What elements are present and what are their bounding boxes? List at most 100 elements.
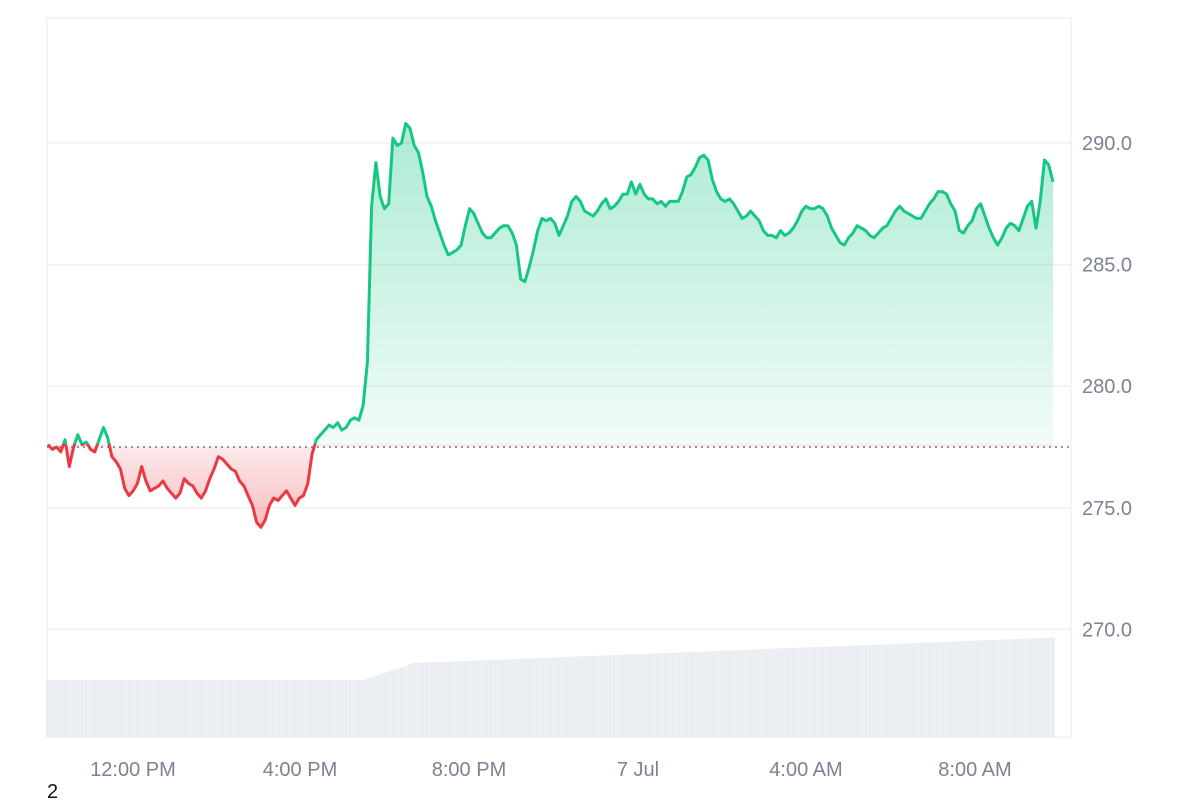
volume-bar — [616, 654, 621, 737]
volume-bar — [535, 658, 540, 737]
volume-bar — [1046, 637, 1051, 737]
volume-bar — [957, 641, 962, 737]
volume-bar — [586, 656, 591, 737]
volume-bar — [284, 680, 289, 737]
volume-bar — [186, 680, 191, 737]
volume-bar — [58, 680, 63, 737]
volume-bar — [735, 650, 740, 737]
volume-bar — [531, 658, 536, 737]
volume-bar — [769, 648, 774, 737]
volume-bar — [676, 652, 681, 737]
volume-bar — [667, 652, 672, 737]
volume-bar — [1008, 639, 1013, 737]
volume-bar — [318, 680, 323, 737]
volume-bar — [241, 680, 246, 737]
volume-bar — [156, 680, 161, 737]
volume-bar — [263, 680, 268, 737]
volume-bar — [846, 645, 851, 737]
volume-bar — [527, 658, 532, 737]
volume-bar — [152, 680, 157, 737]
volume-bar — [118, 680, 123, 737]
y-tick-label: 270.0 — [1082, 619, 1132, 641]
volume-bar — [948, 641, 953, 737]
volume-bar — [305, 680, 310, 737]
volume-bar — [539, 657, 544, 737]
volume-bar — [195, 680, 200, 737]
volume-bar — [706, 651, 711, 737]
volume-bar — [863, 645, 868, 737]
volume-bar — [233, 680, 238, 737]
volume-bar — [101, 680, 106, 737]
price-lines — [46, 122, 1055, 529]
volume-bar — [914, 643, 919, 737]
volume-bar — [378, 674, 383, 737]
volume-bar — [608, 655, 613, 737]
volume-bar — [893, 643, 898, 737]
volume-bar — [552, 657, 557, 737]
volume-bar — [288, 680, 293, 737]
volume-bar — [778, 648, 783, 737]
volume-bar — [693, 651, 698, 737]
volume-bar — [395, 668, 400, 737]
volume-bar — [254, 680, 259, 737]
volume-bar — [280, 680, 285, 737]
volume-bar — [629, 654, 634, 737]
volume-bar — [459, 661, 464, 737]
volume-bar — [301, 680, 306, 737]
volume-bar — [292, 680, 297, 737]
volume-bar — [190, 680, 195, 737]
volume-bar — [701, 651, 706, 737]
y-tick-label: 285.0 — [1082, 255, 1132, 277]
volume-bar — [339, 680, 344, 737]
volume-bar — [488, 659, 493, 737]
x-axis-tick-labels: 12:00 PM 4:00 PM 8:00 PM 7 Jul 4:00 AM 8:00 A… — [90, 759, 1012, 781]
volume-bar — [748, 649, 753, 737]
volume-bar — [237, 680, 242, 737]
volume-bar — [680, 652, 685, 737]
volume-bar — [390, 670, 395, 737]
volume-bar — [361, 680, 366, 737]
volume-bar — [782, 648, 787, 737]
volume-bar — [684, 652, 689, 737]
volume-bar — [931, 642, 936, 737]
volume-bar — [480, 660, 485, 737]
volume-bar — [612, 655, 617, 737]
volume-bar — [544, 657, 549, 737]
volume-bar — [450, 661, 455, 737]
volume-bar — [224, 680, 229, 737]
volume-bar — [1029, 638, 1034, 737]
volume-bar — [557, 657, 562, 737]
volume-bar — [569, 656, 574, 737]
volume-bar — [97, 680, 102, 737]
volume-bar — [250, 680, 255, 737]
volume-bar — [493, 659, 498, 737]
volume-bar — [1042, 637, 1047, 737]
volume-bar — [808, 647, 813, 737]
footnote-label: 2 — [47, 781, 59, 803]
volume-bar — [88, 680, 93, 737]
volume-bar — [714, 650, 719, 737]
volume-bar — [216, 680, 221, 737]
volume-bar — [786, 648, 791, 737]
volume-bar — [80, 680, 85, 737]
volume-bar — [148, 680, 153, 737]
volume-bar — [54, 680, 59, 737]
volume-bar — [267, 680, 272, 737]
volume-bar — [970, 640, 975, 737]
volume-bar — [501, 659, 506, 737]
volume-bar — [859, 645, 864, 737]
volume-bar — [471, 660, 476, 737]
volume-bar — [71, 680, 76, 737]
volume-bar — [795, 647, 800, 737]
volume-bar — [650, 653, 655, 737]
volume-bar — [220, 680, 225, 737]
volume-bar — [944, 641, 949, 737]
volume-bar — [412, 663, 417, 737]
volume-bar — [203, 680, 208, 737]
volume-bar — [497, 659, 502, 737]
volume-bar — [910, 643, 915, 737]
volume-bar — [518, 658, 523, 737]
volume-bar — [1033, 638, 1038, 737]
volume-bar — [331, 680, 336, 737]
